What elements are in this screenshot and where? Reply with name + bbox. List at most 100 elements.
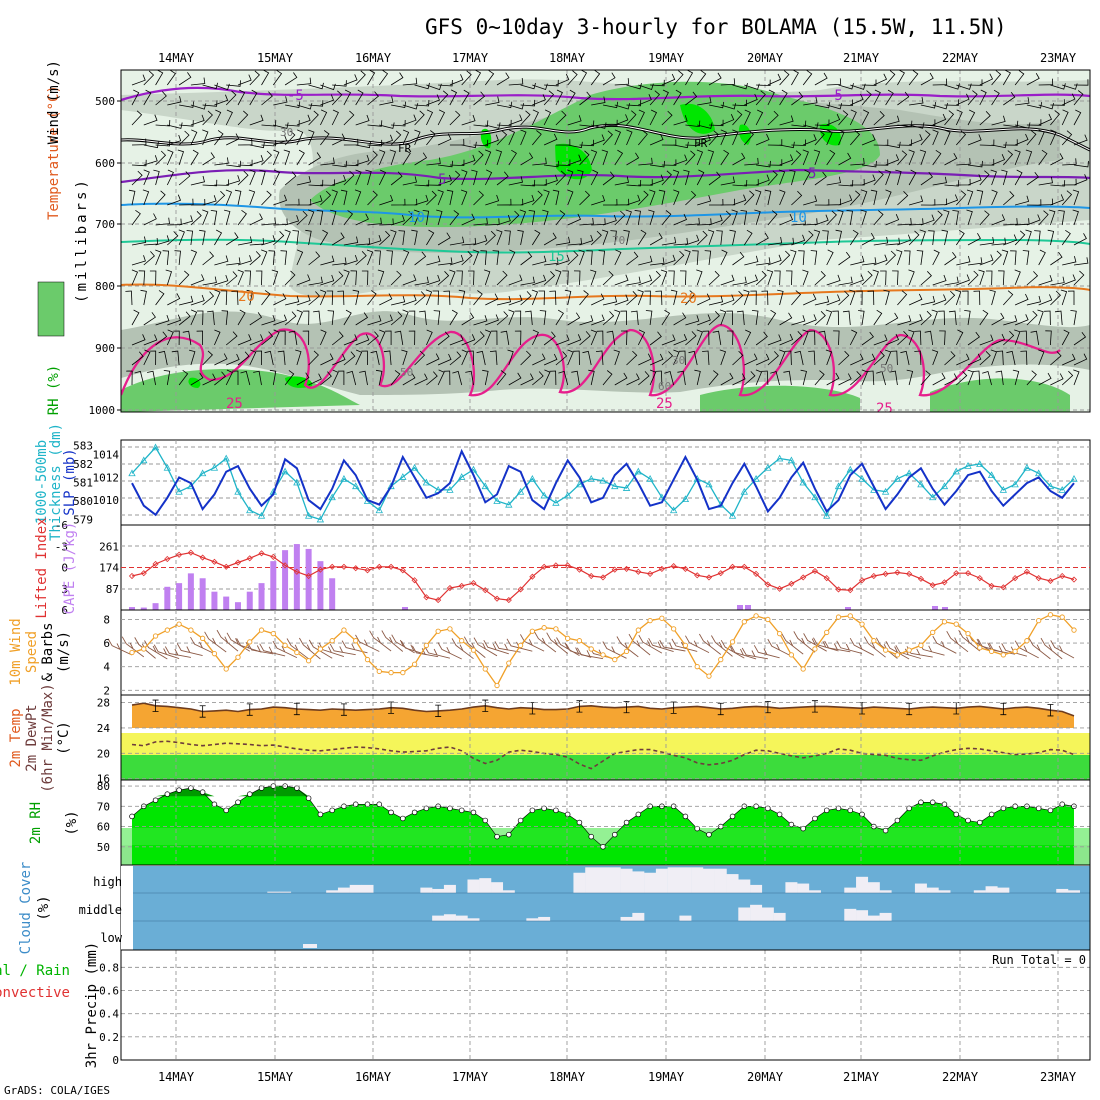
y-tick-label: 600: [95, 157, 115, 170]
wind-barb: [966, 189, 974, 206]
wind-barb: [908, 293, 923, 306]
lifted-index-point: [788, 580, 795, 587]
wind-barb: [967, 257, 983, 266]
wind-barb: [813, 229, 821, 246]
wind-barb: [249, 141, 265, 149]
wind-barb: [606, 330, 616, 346]
wind-barb: [958, 629, 981, 652]
wind-barb: [967, 270, 979, 286]
lifted-index-point: [894, 569, 901, 576]
wind-barb: [508, 210, 520, 226]
wind-barb: [320, 94, 335, 106]
wind-barb: [741, 647, 768, 660]
wind-barb: [308, 152, 322, 166]
wind-barb: [231, 290, 239, 306]
wind-barb: [426, 329, 433, 346]
wind-barb: [1061, 229, 1071, 246]
wind-barb: [378, 70, 389, 86]
wind-barb: [543, 133, 558, 146]
lifted-index-point: [658, 565, 665, 572]
wind-barb: [846, 210, 853, 226]
wind-barb: [1026, 73, 1040, 86]
wind-barb: [296, 129, 304, 146]
thickness-point: [304, 511, 313, 519]
wind-barb: [704, 250, 712, 266]
wind-barb: [696, 269, 703, 286]
lifted-index-point: [529, 573, 536, 580]
wind-barb: [508, 274, 523, 286]
wind-speed-point: [376, 668, 382, 675]
wind-barb: [756, 257, 771, 266]
thickness-point: [128, 469, 136, 477]
wind-barb: [858, 310, 865, 326]
wind-barb: [897, 234, 912, 246]
rh-band: [121, 828, 1090, 845]
wind-barb: [249, 213, 263, 226]
thickness-point: [964, 462, 972, 469]
wind-barb: [414, 179, 430, 187]
wind-barb: [326, 290, 334, 306]
wind-barb: [549, 290, 557, 306]
cape-bar: [246, 591, 253, 610]
wind-barb: [261, 331, 274, 346]
wind-barb: [273, 96, 288, 106]
contour-label: FR: [398, 142, 412, 155]
contour-label: 5: [808, 166, 816, 182]
wind-barb: [131, 159, 147, 167]
wind-barb: [308, 251, 321, 266]
temp-range-bar: [199, 705, 206, 718]
wind-barb: [190, 149, 199, 166]
wind-barb: [286, 638, 309, 660]
lifted-index-point: [1070, 576, 1078, 583]
wind-barb: [1073, 270, 1085, 286]
thickness-point: [599, 476, 607, 484]
cape-bar: [737, 605, 743, 610]
wind-barb: [190, 274, 205, 286]
cape-tick: 174: [99, 562, 119, 575]
wind-barb: [1014, 230, 1026, 246]
wind-barb: [991, 115, 1006, 126]
lifted-index-point: [917, 575, 924, 582]
wind-barb: [1038, 294, 1053, 306]
wind-barb: [155, 249, 162, 266]
wind-speed-point: [1012, 648, 1018, 654]
wind-barb: [802, 269, 809, 286]
wind-barb: [261, 217, 276, 226]
wind-barb: [944, 351, 956, 366]
cloud-bar: [985, 886, 998, 893]
wind-barb: [1073, 174, 1088, 186]
wind-barb: [810, 250, 818, 266]
lifted-index-point: [458, 582, 465, 589]
wind-barb: [220, 290, 228, 306]
wind-speed-point: [635, 627, 641, 633]
wind-barb: [508, 372, 522, 386]
wind-barb: [190, 294, 205, 306]
wind-barb: [779, 312, 793, 326]
wind-barb: [272, 149, 280, 166]
y-tick-label: 1000: [89, 404, 116, 417]
cloud-bar: [267, 891, 280, 893]
wind-barb: [790, 249, 797, 266]
contour-label: 25: [656, 396, 673, 412]
wind-barb: [178, 171, 191, 186]
wind-barb: [308, 373, 322, 386]
wind-barb: [1038, 78, 1054, 86]
cloud-bar: [608, 867, 621, 893]
wind-barb: [908, 230, 920, 246]
wind-barb: [320, 274, 335, 286]
wind-barb: [179, 295, 194, 306]
wind-barb: [284, 215, 300, 226]
wind-barb: [178, 72, 192, 86]
wind-barb: [374, 250, 381, 266]
rh-point: [223, 807, 229, 814]
wind-barb: [166, 149, 174, 166]
wind-barb: [979, 237, 995, 246]
thickness-point: [410, 463, 419, 471]
wind-barb: [508, 294, 523, 306]
wind-barb: [623, 229, 630, 246]
wind-barb: [626, 82, 642, 90]
wind-barb: [259, 169, 266, 186]
wind-barb: [164, 646, 191, 658]
wind-barb: [838, 83, 854, 90]
wind-barb: [579, 139, 594, 147]
